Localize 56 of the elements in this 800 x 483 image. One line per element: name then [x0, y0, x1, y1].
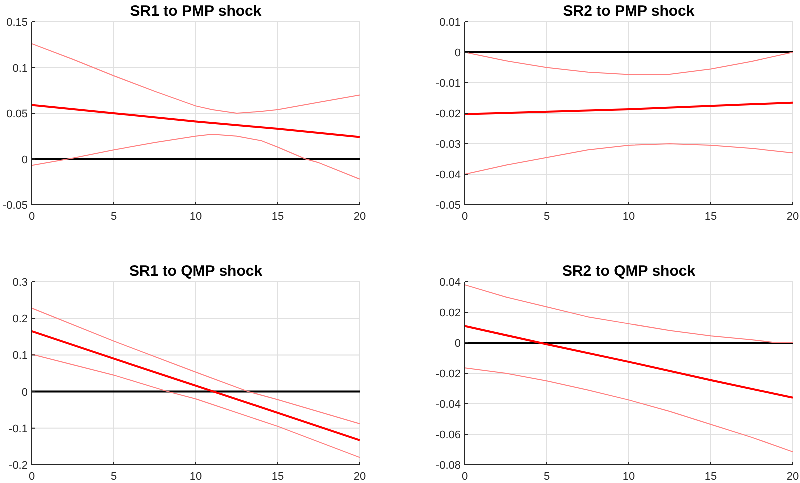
y-tick-label: 0.15 [6, 17, 28, 29]
y-tick-label: 0 [454, 48, 461, 60]
line-series [464, 368, 794, 453]
y-tick-label: -0.04 [436, 399, 461, 411]
line-series [31, 104, 361, 138]
line-series [32, 134, 360, 180]
y-tick-label: 0.04 [440, 277, 461, 289]
x-tick-label: 15 [272, 211, 284, 223]
x-tick-label: 5 [110, 211, 118, 223]
line-series [464, 325, 794, 399]
y-tick-label: -0.01 [436, 78, 461, 90]
chart-title: SR2 to PMP shock [563, 3, 696, 20]
y-tick-label: 0.01 [440, 17, 461, 29]
x-tick-label: 20 [354, 211, 366, 223]
y-tick-label: 0.1 [12, 62, 28, 75]
y-tick-label: -0.02 [436, 368, 461, 380]
x-tick-label: 10 [622, 471, 636, 483]
x-tick-label: 10 [190, 211, 202, 223]
y-tick-label: -0.03 [436, 139, 461, 151]
chart-title: SR2 to QMP shock [562, 263, 696, 280]
line-series [464, 144, 794, 175]
y-tick-label: -0.04 [436, 170, 461, 182]
y-tick-label: 0.2 [12, 314, 28, 326]
line-series [31, 330, 361, 442]
y-tick-label: 0.3 [12, 277, 28, 289]
x-tick-label: 20 [786, 211, 800, 223]
y-tick-label: 0.02 [440, 308, 461, 320]
y-tick-label: -0.05 [2, 200, 28, 212]
x-tick-label: 5 [110, 471, 118, 483]
x-tick-label: 5 [544, 471, 550, 483]
y-tick-label: -0.05 [436, 200, 461, 212]
y-tick-label: 0 [454, 338, 461, 350]
y-tick-label: 0.1 [12, 350, 28, 362]
line-series [464, 52, 794, 76]
y-tick-label: -0.02 [436, 108, 461, 120]
x-tick-label: 20 [786, 471, 800, 483]
x-tick-label: 15 [272, 471, 284, 483]
line-series [32, 308, 360, 425]
y-tick-label: 0 [22, 386, 28, 399]
y-tick-label: -0.08 [436, 460, 461, 472]
line-series [32, 43, 360, 114]
x-tick-label: 10 [190, 471, 202, 483]
y-tick-label: 0 [22, 154, 28, 166]
y-tick-label: -0.1 [9, 423, 28, 436]
y-tick-label: 0.05 [6, 108, 28, 120]
x-tick-label: 15 [704, 211, 718, 223]
x-tick-label: 15 [704, 471, 718, 483]
x-tick-label: 5 [544, 211, 550, 223]
line-series [32, 354, 360, 458]
y-tick-label: -0.06 [436, 430, 461, 442]
chart-title: SR1 to QMP shock [129, 263, 264, 280]
x-tick-label: 10 [622, 211, 636, 223]
y-tick-label: -0.2 [9, 460, 28, 472]
x-tick-label: 20 [354, 471, 366, 483]
chart-title: SR1 to PMP shock [130, 3, 262, 20]
line-series [464, 284, 794, 344]
